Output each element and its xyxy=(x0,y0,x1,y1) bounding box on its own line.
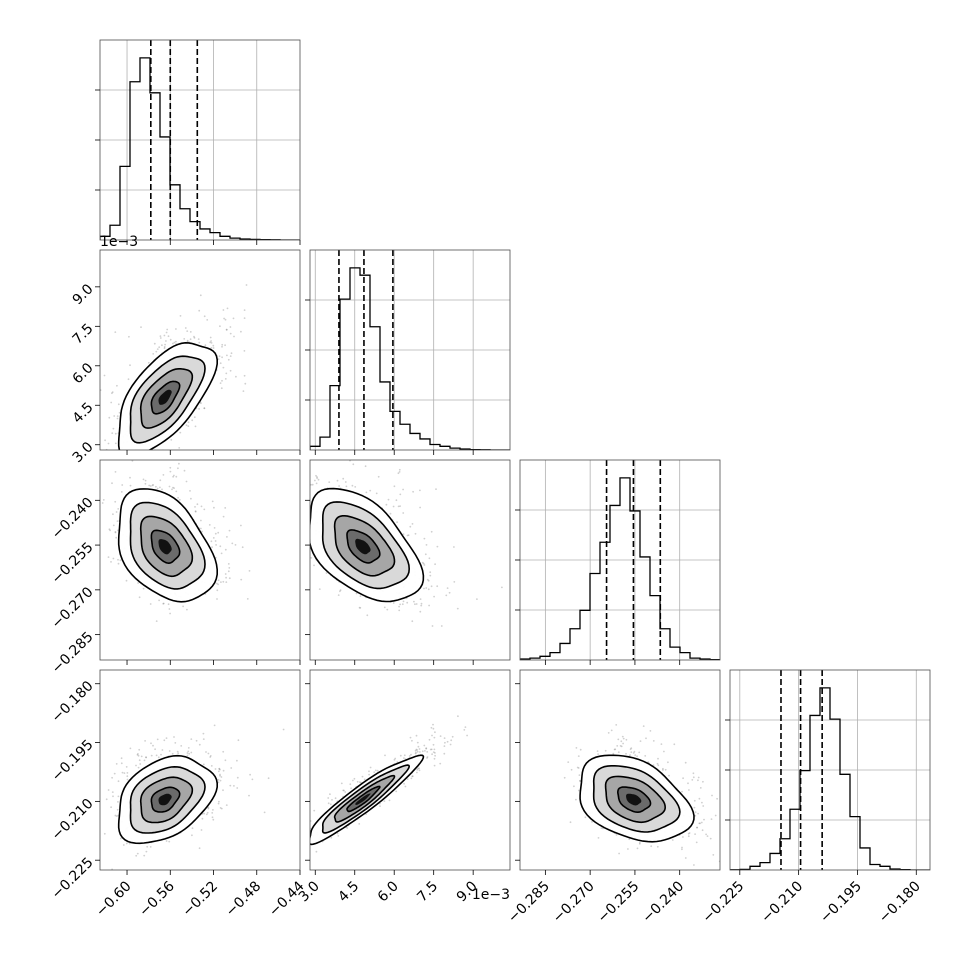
panel-frame xyxy=(99,249,301,451)
y-offset-label: 1e−3 xyxy=(100,234,138,250)
x-tick-label: −0.195 xyxy=(817,878,865,926)
density-contour xyxy=(158,539,172,555)
y-tick-label: −0.225 xyxy=(49,855,97,903)
y-tick-label: −0.180 xyxy=(49,678,97,726)
panel-3-1: 3.0 4.5 6.0 7.5 9.0 xyxy=(296,669,511,905)
panel-0-0 xyxy=(95,39,301,245)
x-tick-label: −0.225 xyxy=(699,878,747,926)
x-tick-label: −0.285 xyxy=(505,878,553,926)
density-contour xyxy=(626,793,642,806)
histogram-step xyxy=(310,267,510,450)
panel-2-2 xyxy=(515,459,721,665)
y-tick-label: −0.255 xyxy=(49,539,97,587)
density-contour xyxy=(158,793,172,806)
histogram-step xyxy=(520,477,720,660)
x-tick-label: −0.210 xyxy=(758,878,806,926)
density-contour xyxy=(355,538,371,555)
y-tick-label: −0.240 xyxy=(49,495,97,543)
panel-frame xyxy=(519,669,721,871)
y-tick-label: −0.195 xyxy=(49,737,97,785)
panel-2-1 xyxy=(305,459,511,665)
y-tick-label: −0.270 xyxy=(49,584,97,632)
histogram-step xyxy=(100,57,300,240)
x-tick-label: −0.270 xyxy=(550,878,598,926)
panel-3-3: −0.225 −0.210 −0.195 −0.180 xyxy=(699,669,931,926)
panel-3-0: −0.60 −0.56 −0.52 −0.48 −0.44−0.225−0.210−0.… xyxy=(49,669,308,920)
y-tick-label: 6.0 xyxy=(70,360,97,387)
panel-frame xyxy=(309,669,511,871)
x-tick-label: 4.5 xyxy=(335,878,362,905)
panel-frame xyxy=(99,669,301,871)
x-tick-label: −0.180 xyxy=(876,878,924,926)
x-tick-label: 7.5 xyxy=(414,878,441,905)
y-tick-label: 4.5 xyxy=(70,400,97,427)
panel-2-0: −0.285−0.270−0.255−0.240 xyxy=(49,459,301,677)
x-tick-label: −0.56 xyxy=(136,878,178,920)
y-tick-label: 7.5 xyxy=(70,321,97,348)
density-contour xyxy=(355,793,371,805)
density-contour xyxy=(158,389,172,405)
panel-1-1 xyxy=(305,249,511,455)
histogram-step xyxy=(730,687,930,870)
x-tick-label: −0.240 xyxy=(639,878,687,926)
panel-frame xyxy=(309,459,511,661)
x-tick-label: −0.48 xyxy=(223,878,265,920)
y-tick-label: 3.0 xyxy=(70,439,97,466)
y-tick-label: 9.0 xyxy=(70,281,97,308)
panel-1-0: 3.0 4.5 6.0 7.5 9.0 xyxy=(70,249,301,466)
x-tick-label: 6.0 xyxy=(375,878,402,905)
panel-frame xyxy=(99,459,301,661)
x-tick-label: −0.52 xyxy=(179,878,221,920)
y-tick-label: −0.210 xyxy=(49,796,97,844)
x-tick-label: −0.60 xyxy=(93,878,135,920)
x-offset-label: 1e−3 xyxy=(472,887,510,903)
panel-3-2: −0.285−0.270−0.255−0.240 xyxy=(505,669,721,926)
x-tick-label: −0.255 xyxy=(595,878,643,926)
y-tick-label: −0.285 xyxy=(49,629,97,677)
